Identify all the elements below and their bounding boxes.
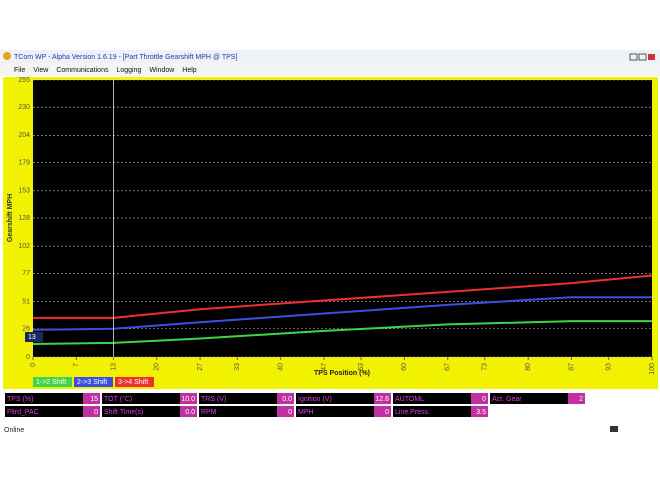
status-value: 10.0 [181, 396, 195, 403]
legend-label[interactable]: 3->4 Shift [118, 379, 148, 386]
legend-label[interactable]: 2->3 Shift [77, 379, 107, 386]
x-tick-label: 100 [649, 363, 656, 375]
status-label: Shift Time(s) [104, 409, 143, 416]
x-axis-label: TPS Position (%) [314, 370, 370, 377]
cursor-box [25, 332, 43, 342]
status-label-box [102, 406, 180, 417]
legend-swatch[interactable] [115, 377, 154, 387]
status-value: 0 [385, 409, 389, 416]
x-tick-label: 87 [568, 363, 575, 371]
x-tick-label: 20 [154, 363, 161, 371]
status-value: 0.0 [185, 409, 195, 416]
tray-icon [610, 426, 618, 432]
status-value: 0 [94, 409, 98, 416]
status-label: Act. Gear [492, 396, 522, 403]
y-tick-label: 255 [18, 77, 30, 84]
status-value-box [374, 393, 391, 404]
status-value-box [471, 406, 488, 417]
status-value: 2 [579, 396, 583, 403]
x-tick-label: 67 [445, 363, 452, 371]
y-tick-label: 102 [18, 243, 30, 250]
status-label-box [393, 393, 471, 404]
x-tick-label: 33 [234, 363, 241, 371]
status-label-box [296, 393, 374, 404]
window-title: TCom WP - Alpha Version 1.6.19 - [Part T… [14, 54, 237, 61]
status-label-box [102, 393, 180, 404]
x-tick-label: 0 [30, 363, 37, 367]
plot-area [33, 80, 652, 357]
status-label: RPM [201, 409, 217, 416]
status-label-box [393, 406, 471, 417]
status-label: MPH [298, 409, 314, 416]
status-label: TRS (V) [201, 396, 226, 403]
x-tick-label: 80 [525, 363, 532, 371]
x-tick-label: 13 [110, 363, 117, 371]
menu-item[interactable]: View [33, 67, 49, 74]
x-tick-label: 93 [606, 363, 613, 371]
status-label: TPS (%) [7, 396, 33, 403]
x-tick-label: 27 [197, 363, 204, 371]
y-tick-label: 51 [22, 298, 30, 305]
status-label: Ignition (V) [298, 396, 332, 403]
status-value-box [83, 406, 100, 417]
status-value-box [471, 393, 488, 404]
x-tick-label: 7 [73, 363, 80, 367]
status-value: 0 [482, 396, 486, 403]
status-value-box [180, 406, 197, 417]
close[interactable] [648, 54, 655, 60]
minimize[interactable] [629, 53, 638, 61]
status-value-box [180, 393, 197, 404]
x-tick-label: 60 [401, 363, 408, 371]
y-tick-label: 204 [18, 132, 30, 139]
y-tick-label: 179 [18, 159, 30, 166]
status-value-box [374, 406, 391, 417]
status-value-box [277, 406, 294, 417]
legend-swatch[interactable] [33, 377, 72, 387]
status-label: Fltrd_PAC [7, 409, 39, 416]
cursor-label: 13 [28, 334, 36, 341]
status-value: 12.6 [375, 396, 389, 403]
status-value-box [83, 393, 100, 404]
y-axis-label: Gearshift MPH [7, 194, 14, 242]
status-label-box [490, 393, 568, 404]
y-tick-label: 128 [18, 215, 30, 222]
y-tick-label: 77 [22, 270, 30, 277]
window-controls[interactable] [629, 53, 655, 61]
x-tick-label: 53 [358, 363, 365, 371]
legend-swatch[interactable] [74, 377, 113, 387]
status-label-box [5, 406, 83, 417]
status-text: Online [4, 427, 24, 434]
status-label: TOT (°C) [104, 395, 132, 403]
x-tick-label: 47 [321, 363, 328, 371]
menu-item[interactable]: Logging [116, 67, 141, 74]
y-tick-label: 153 [18, 188, 30, 195]
y-tick-label: 26 [22, 326, 30, 333]
status-value: 0.0 [282, 396, 292, 403]
legend-label[interactable]: 1->2 Shift [36, 379, 66, 386]
status-label: Line Press. [395, 409, 430, 416]
y-tick-label: 0 [26, 354, 30, 361]
status-value-box [277, 393, 294, 404]
menu-item[interactable]: Window [149, 67, 175, 74]
status-value-box [568, 393, 585, 404]
app-icon [3, 52, 11, 60]
status-value: 3.5 [476, 409, 486, 416]
menu-item[interactable]: Help [182, 67, 197, 74]
status-value: 0 [288, 409, 292, 416]
status-label-box [199, 393, 277, 404]
x-tick-label: 73 [482, 363, 489, 371]
status-label-box [5, 393, 83, 404]
maximize[interactable] [638, 53, 647, 61]
menu-bar [0, 63, 660, 76]
y-tick-label: 230 [18, 104, 30, 111]
x-tick-label: 40 [277, 363, 284, 371]
status-label-box [199, 406, 277, 417]
menu-item[interactable]: Communications [56, 67, 109, 74]
menu-item[interactable]: File [14, 67, 25, 74]
title-bar [0, 50, 660, 63]
status-label: AUTOML [395, 396, 424, 403]
status-value: 15 [90, 396, 98, 403]
status-label-box [296, 406, 374, 417]
